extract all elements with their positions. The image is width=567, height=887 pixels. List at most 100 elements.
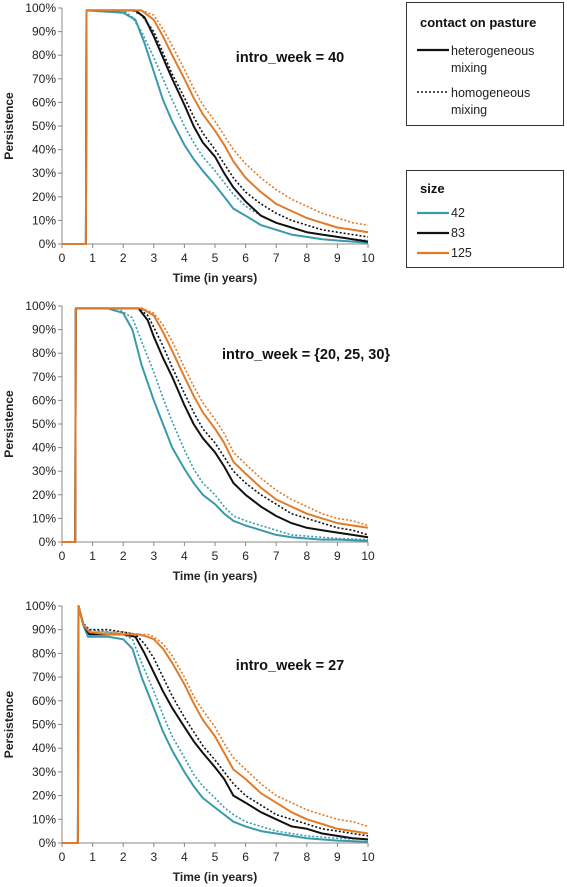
y-tick-label: 80% [32, 48, 56, 62]
y-tick-label: 60% [32, 95, 56, 109]
y-tick-label: 30% [32, 765, 56, 779]
series-line-size-83-heterogeneous [62, 605, 369, 844]
series-line-size-42-homogeneous [62, 307, 369, 543]
y-axis-label: Persistence [2, 390, 16, 458]
legend-label-homogeneous: homogeneous mixing [451, 86, 531, 117]
x-tick-label: 1 [89, 251, 96, 265]
x-tick-label: 9 [334, 549, 341, 563]
series-line-size-83-homogeneous [62, 605, 369, 844]
legend-label-83: 83 [451, 226, 465, 240]
series-line-size-83-homogeneous [62, 307, 369, 543]
legend-mixing-title: contact on pasture [420, 15, 537, 30]
x-tick-label: 3 [150, 850, 157, 864]
legend-size: size 42 83 125 [406, 170, 564, 268]
y-tick-label: 100% [25, 599, 56, 613]
x-tick-label: 8 [303, 850, 310, 864]
x-tick-label: 7 [273, 549, 280, 563]
y-tick-label: 70% [32, 370, 56, 384]
y-axis-label: Persistence [2, 92, 16, 160]
chart-panel-3: 0% 10% 20% 30% 40% 50% 60% 70% 80% 90% 100% 0 1 2 3 4 5 6… [2, 599, 375, 884]
x-tick-label: 7 [273, 251, 280, 265]
chart-panel-2: 0% 10% 20% 30% 40% 50% 60% 70% 80% 90% 100% 0 1 2 3 4 5 6… [2, 299, 390, 583]
x-tick-label: 6 [242, 850, 249, 864]
x-axis-label: Time (in years) [173, 870, 257, 884]
y-tick-label: 60% [32, 694, 56, 708]
y-tick-label: 10% [32, 213, 56, 227]
series-line-size-42-heterogeneous [62, 307, 369, 543]
y-tick-label: 30% [32, 464, 56, 478]
x-axis-label: Time (in years) [173, 271, 257, 285]
x-tick-label: 4 [181, 251, 188, 265]
y-tick-label: 70% [32, 72, 56, 86]
x-tick-label: 0 [59, 549, 66, 563]
series-line-size-42-homogeneous [62, 9, 369, 245]
x-tick-label: 5 [212, 251, 219, 265]
legend-swatch-dotted [417, 91, 449, 93]
x-tick-label: 5 [212, 850, 219, 864]
legend-label-42: 42 [451, 206, 465, 220]
y-tick-label: 100% [25, 1, 56, 15]
legend-swatch-125 [417, 251, 449, 255]
legend-label-125: 125 [451, 246, 472, 260]
series-line-size-125-homogeneous [62, 307, 369, 543]
y-tick-label: 40% [32, 741, 56, 755]
x-tick-label: 6 [242, 251, 249, 265]
legend-item-heterogeneous: heterogeneous mixing [415, 43, 534, 77]
x-tick-label: 10 [361, 251, 375, 265]
x-tick-label: 1 [89, 850, 96, 864]
x-tick-label: 2 [120, 251, 127, 265]
x-tick-label: 1 [89, 549, 96, 563]
y-tick-label: 20% [32, 488, 56, 502]
series-line-size-83-heterogeneous [62, 307, 369, 543]
y-tick-label: 50% [32, 718, 56, 732]
y-tick-label: 90% [32, 323, 56, 337]
x-tick-label: 9 [334, 850, 341, 864]
chart-annotation: intro_week = 40 [236, 50, 344, 66]
legend-item-125: 125 [415, 245, 472, 262]
series-line-size-83-heterogeneous [62, 9, 369, 245]
x-tick-label: 2 [120, 850, 127, 864]
legend-swatch-solid [417, 48, 449, 52]
series-line-size-42-heterogeneous [62, 9, 369, 245]
legend-item-83: 83 [415, 225, 465, 242]
y-axis-label: Persistence [2, 690, 16, 758]
y-tick-label: 80% [32, 346, 56, 360]
x-tick-label: 2 [120, 549, 127, 563]
legend-swatch-42 [417, 211, 449, 215]
y-tick-label: 50% [32, 417, 56, 431]
series-line-size-125-heterogeneous [62, 307, 369, 543]
legend-item-42: 42 [415, 205, 465, 222]
y-tick-label: 50% [32, 119, 56, 133]
y-tick-label: 80% [32, 646, 56, 660]
y-tick-label: 0% [39, 237, 57, 251]
chart-annotation: intro_week = {20, 25, 30} [222, 347, 390, 363]
x-tick-label: 4 [181, 850, 188, 864]
x-tick-label: 4 [181, 549, 188, 563]
y-tick-label: 0% [39, 836, 57, 850]
legend-item-homogeneous: homogeneous mixing [415, 85, 530, 119]
legend-size-title: size [420, 181, 445, 196]
y-tick-label: 30% [32, 166, 56, 180]
legend-swatch-83 [417, 231, 449, 235]
series-line-size-125-homogeneous [62, 9, 369, 245]
x-tick-label: 5 [212, 549, 219, 563]
x-tick-label: 0 [59, 850, 66, 864]
x-tick-label: 7 [273, 850, 280, 864]
y-tick-label: 20% [32, 190, 56, 204]
y-tick-label: 20% [32, 789, 56, 803]
x-axis-label: Time (in years) [173, 569, 257, 583]
series-line-size-42-heterogeneous [62, 605, 369, 844]
series-line-size-83-homogeneous [62, 9, 369, 245]
series-line-size-42-homogeneous [62, 605, 369, 844]
y-tick-label: 40% [32, 441, 56, 455]
y-tick-label: 10% [32, 511, 56, 525]
x-tick-label: 8 [303, 251, 310, 265]
x-tick-label: 3 [150, 251, 157, 265]
series-line-size-125-homogeneous [62, 605, 369, 844]
x-tick-label: 6 [242, 549, 249, 563]
y-tick-label: 100% [25, 299, 56, 313]
series-line-size-125-heterogeneous [62, 9, 369, 245]
x-tick-label: 8 [303, 549, 310, 563]
y-tick-label: 10% [32, 812, 56, 826]
